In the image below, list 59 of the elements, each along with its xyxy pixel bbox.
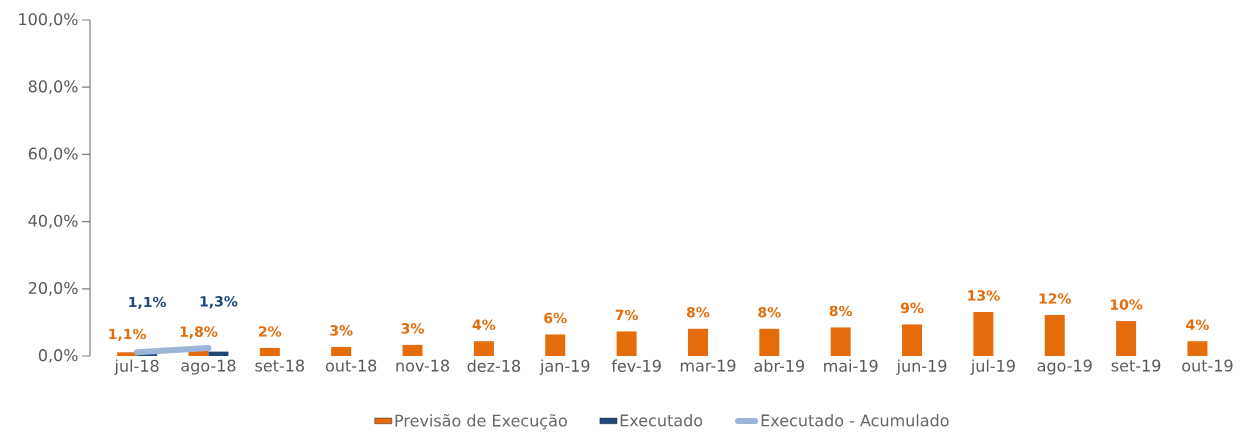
bar xyxy=(259,347,280,356)
legend-label: Executado - Acumulado xyxy=(761,414,949,427)
data-label: 8% xyxy=(758,306,781,318)
x-tick-label: ago-18 xyxy=(181,359,236,375)
bar xyxy=(616,331,637,356)
bar xyxy=(759,328,780,356)
data-label: 10% xyxy=(1110,299,1143,310)
data-label: 6% xyxy=(544,312,567,324)
x-tick-label: mai-19 xyxy=(824,359,878,372)
bar xyxy=(902,324,923,356)
data-label: 12% xyxy=(1039,293,1072,304)
y-tick-label: 80,0% xyxy=(28,80,78,95)
x-tick-label: abr-19 xyxy=(754,359,805,372)
bar xyxy=(973,311,994,356)
bar xyxy=(545,334,566,356)
data-label: 7% xyxy=(615,309,639,321)
x-tick-label: jul-18 xyxy=(114,359,159,375)
legend-label: Executado xyxy=(620,414,703,427)
legend-label: Previsão de Execução xyxy=(395,413,567,430)
x-tick-label: set-19 xyxy=(1111,359,1161,372)
data-label: 4% xyxy=(1186,319,1209,331)
bar xyxy=(1044,315,1065,356)
x-tick-label: set-18 xyxy=(255,359,305,372)
data-label: 3% xyxy=(330,325,353,336)
bar xyxy=(208,351,229,356)
x-tick-label: jun-19 xyxy=(896,359,947,375)
data-label: 1,8% xyxy=(180,326,218,339)
data-label: 13% xyxy=(968,290,1000,301)
bar xyxy=(473,341,494,356)
data-label: 8% xyxy=(829,305,853,317)
x-tick-label: jul-19 xyxy=(970,359,1015,375)
data-label: 2% xyxy=(259,326,282,337)
y-tick-label: 0,0% xyxy=(38,349,78,363)
x-tick-label: out-19 xyxy=(1182,359,1233,372)
x-tick-label: nov-18 xyxy=(396,359,450,372)
x-tick-label: ago-19 xyxy=(1037,359,1092,375)
data-label: 4% xyxy=(472,319,496,331)
data-label: 3% xyxy=(401,323,424,334)
x-tick-label: mar-19 xyxy=(680,359,736,372)
data-label: 8% xyxy=(686,306,710,318)
bar xyxy=(117,352,138,356)
data-label: 9% xyxy=(900,302,924,314)
bar xyxy=(687,328,708,356)
bar xyxy=(1187,341,1208,356)
data-label: 1,1% xyxy=(109,328,147,342)
bar xyxy=(830,327,851,356)
y-tick-label: 40,0% xyxy=(28,214,78,229)
bar xyxy=(402,344,423,356)
data-label: 1,1% xyxy=(129,296,167,310)
x-tick-label: dez-18 xyxy=(467,359,521,372)
y-tick-label: 60,0% xyxy=(28,147,78,162)
bar xyxy=(331,346,352,356)
y-tick-label: 100,0% xyxy=(19,13,78,27)
bar xyxy=(1116,321,1137,356)
x-tick-label: jan-19 xyxy=(539,359,590,375)
x-tick-label: fev-19 xyxy=(611,359,661,372)
x-tick-label: out-18 xyxy=(325,359,377,372)
y-tick-label: 20,0% xyxy=(28,281,78,296)
data-label: 1,3% xyxy=(200,296,238,309)
